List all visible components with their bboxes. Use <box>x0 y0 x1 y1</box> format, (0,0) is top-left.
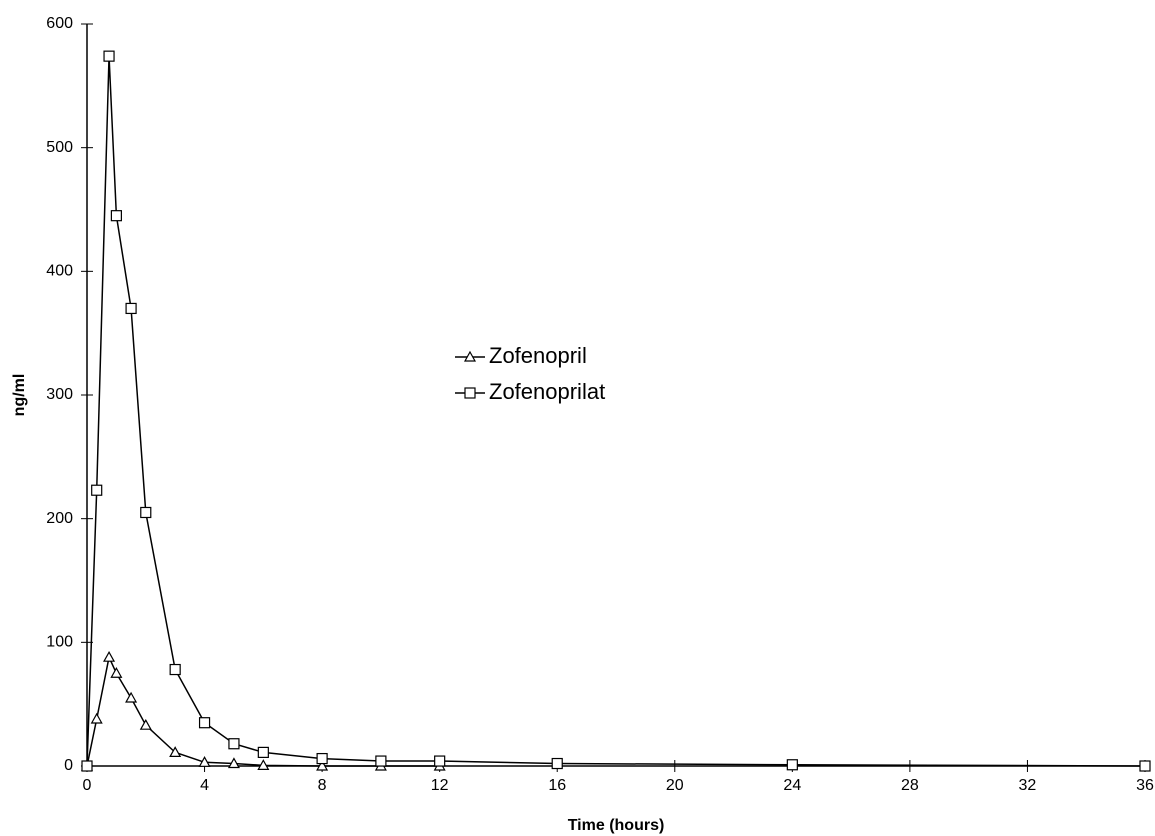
marker <box>257 746 269 758</box>
x-tick-label: 32 <box>1019 777 1037 794</box>
x-tick-label: 12 <box>431 777 449 794</box>
marker <box>551 757 563 770</box>
x-tick-label: 28 <box>901 777 919 794</box>
x-tick-label: 4 <box>200 777 209 794</box>
marker <box>125 302 137 315</box>
y-tick-label: 100 <box>46 634 73 651</box>
marker <box>125 691 138 703</box>
marker <box>786 759 798 771</box>
marker <box>90 712 103 724</box>
x-tick-label: 24 <box>783 777 801 794</box>
marker <box>169 746 182 757</box>
x-axis-title: Time (hours) <box>568 817 665 834</box>
x-tick-label: 0 <box>83 777 92 794</box>
marker <box>434 755 446 767</box>
y-tick-label: 200 <box>46 510 73 527</box>
legend: Zofenopril Zofenoprilat <box>455 343 605 404</box>
y-tick-label: 400 <box>46 263 73 280</box>
marker <box>198 756 211 767</box>
legend-marker <box>464 387 476 399</box>
x-tick-label: 36 <box>1136 777 1154 794</box>
y-tick-label: 300 <box>46 386 73 403</box>
legend-label: Zofenopril <box>489 343 587 368</box>
marker <box>316 759 329 771</box>
y-tick-label: 600 <box>46 15 73 32</box>
marker <box>227 757 240 769</box>
marker <box>140 506 152 519</box>
marker <box>257 759 270 770</box>
marker <box>375 755 387 767</box>
y-tick-label: 0 <box>64 757 73 774</box>
marker <box>198 717 211 729</box>
marker <box>169 663 181 676</box>
marker <box>316 752 328 765</box>
marker <box>110 210 122 222</box>
marker <box>103 50 115 62</box>
marker <box>91 484 103 496</box>
y-axis-title: ng/ml <box>11 374 28 417</box>
series-line <box>86 56 1146 767</box>
marker <box>139 718 152 730</box>
x-tick-label: 16 <box>548 777 566 794</box>
x-tick-label: 20 <box>666 777 684 794</box>
legend-marker <box>463 350 477 362</box>
marker <box>1139 760 1151 772</box>
marker <box>81 760 93 772</box>
legend-label: Zofenoprilat <box>489 379 605 404</box>
marker <box>228 738 240 750</box>
marker <box>110 667 123 678</box>
y-tick-label: 500 <box>46 139 73 156</box>
marker <box>103 650 116 662</box>
x-tick-label: 8 <box>318 777 327 794</box>
